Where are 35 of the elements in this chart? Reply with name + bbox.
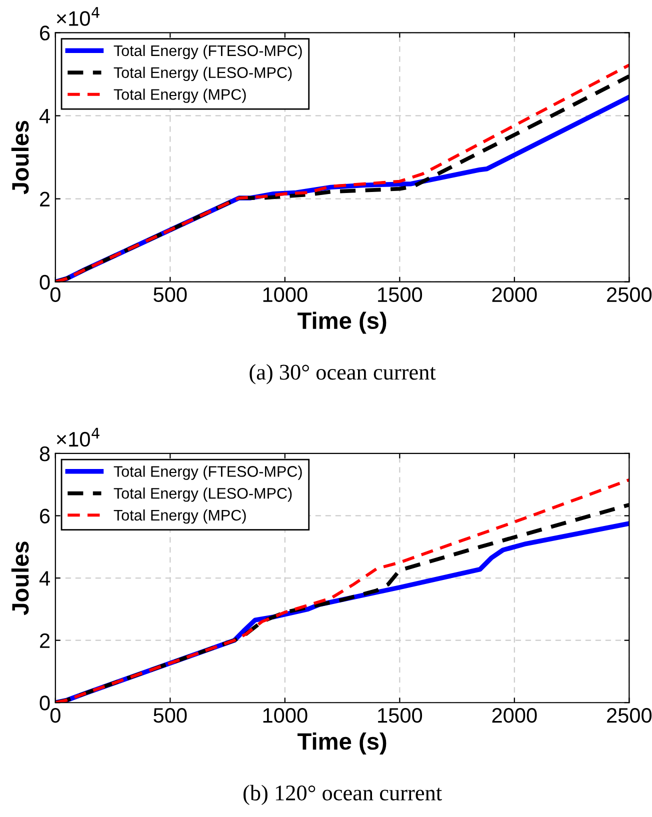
- legend-label: Total Energy (MPC): [114, 509, 246, 524]
- x-tick-label: 0: [50, 287, 60, 302]
- y-tick-label: 8: [40, 446, 50, 462]
- x-tick-label: 500: [154, 708, 187, 723]
- x-tick-label: 1000: [263, 287, 308, 302]
- x-tick-label: 2500: [607, 287, 652, 302]
- x-tick-label: 1500: [378, 708, 422, 723]
- y-tick-label: 2: [40, 192, 50, 206]
- y-tick-label: 6: [40, 508, 50, 524]
- y-tick-label: 0: [40, 274, 50, 290]
- y-tick-label: 2: [40, 633, 50, 648]
- text: (a) 30° ocean current: [250, 364, 436, 384]
- y-tick-label: 0: [40, 696, 50, 710]
- y-tick-label: 4: [39, 108, 50, 124]
- x-tick-label: 2500: [607, 708, 652, 723]
- y-tick-label: 6: [40, 26, 50, 40]
- text: ×10$^{4}$: [56, 7, 100, 26]
- x-tick-label: 2000: [492, 708, 537, 723]
- legend-label: Total Energy (LESO-MPC): [114, 66, 292, 82]
- x-tick-label: 1500: [378, 287, 422, 302]
- legend-label: Total Energy (MPC): [114, 88, 246, 103]
- x-tick-label: 500: [154, 287, 187, 302]
- legend-label: Total Energy (FTESO-MPC): [114, 44, 302, 60]
- text: ×10$^{4}$: [56, 428, 100, 447]
- y-axis-title: Joules: [11, 542, 29, 616]
- x-tick-label: 1000: [263, 708, 308, 723]
- x-axis-title: Time (s): [298, 732, 386, 754]
- text: (b) 120° ocean current: [244, 784, 442, 806]
- x-tick-label: 0: [50, 708, 60, 723]
- y-axis-title: Joules: [11, 120, 29, 194]
- x-tick-label: 2000: [492, 287, 537, 302]
- x-axis-title: Time (s): [298, 312, 386, 334]
- legend-label: Total Energy (LESO-MPC): [114, 488, 292, 502]
- y-tick-label: 4: [39, 571, 50, 586]
- legend-label: Total Energy (FTESO-MPC): [114, 466, 302, 480]
